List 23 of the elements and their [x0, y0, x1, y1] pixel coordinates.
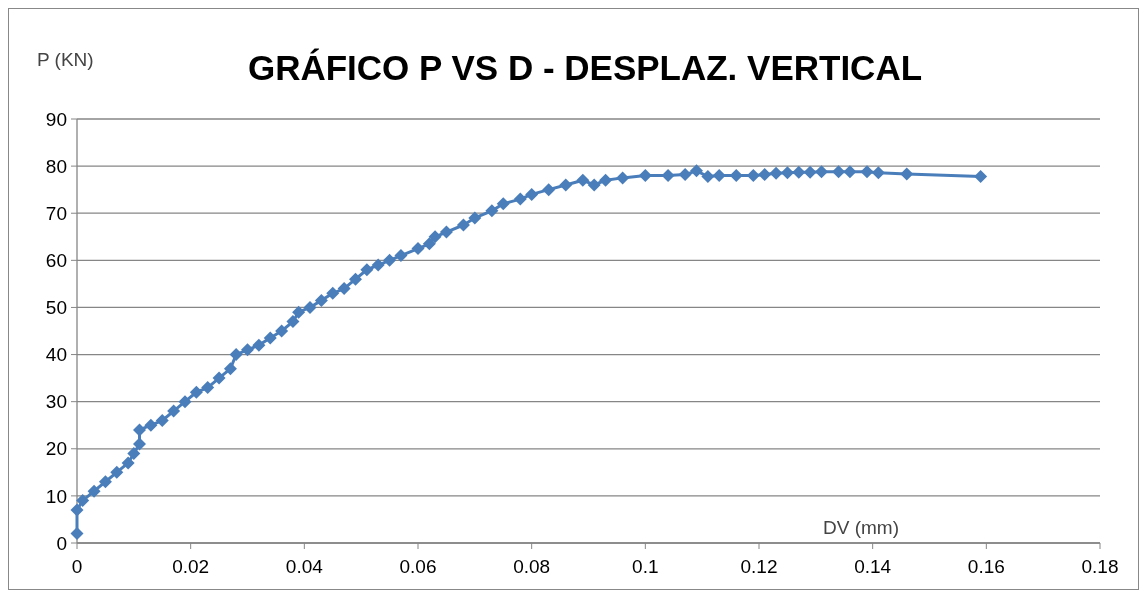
x-tick-label: 0.04: [285, 556, 324, 577]
y-tick-label: 10: [45, 485, 67, 507]
y-tick-label: 40: [45, 344, 67, 366]
x-tick-label: 0: [71, 556, 83, 577]
y-tick-label: 60: [45, 249, 67, 271]
y-axis-title: P (KN): [37, 49, 94, 70]
x-tick-label: 0.1: [632, 556, 659, 577]
x-tick-label: 0.12: [740, 556, 778, 577]
x-tick-label: 0.16: [967, 556, 1005, 577]
x-tick-label: 0.18: [1081, 556, 1119, 577]
y-tick-label: 90: [45, 108, 67, 130]
x-tick-label: 0.02: [172, 556, 210, 577]
y-tick-label: 0: [56, 532, 67, 554]
x-tick-label: 0.06: [399, 556, 437, 577]
y-tick-label: 20: [45, 438, 67, 460]
y-tick-label: 80: [45, 155, 67, 177]
x-tick-label: 0.14: [854, 556, 892, 577]
x-axis-title: DV (mm): [823, 517, 899, 538]
chart-title: GRÁFICO P VS D - DESPLAZ. VERTICAL: [247, 48, 923, 87]
y-tick-label: 70: [45, 202, 67, 224]
x-tick-label: 0.08: [513, 556, 551, 577]
y-tick-label: 50: [45, 297, 67, 319]
y-tick-label: 30: [45, 391, 67, 413]
